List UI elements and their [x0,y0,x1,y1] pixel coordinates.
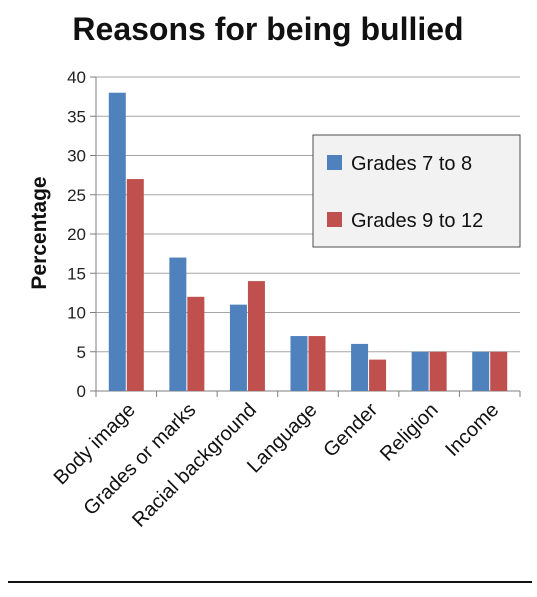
y-tick-label: 30 [67,147,86,166]
legend-label: Grades 9 to 12 [351,210,483,232]
y-tick-label: 35 [67,107,86,126]
x-tick-label: Income [441,399,503,461]
bar-grades-9-to-12 [369,359,387,391]
y-tick-label: 15 [67,264,86,283]
y-tick-label: 25 [67,186,86,205]
y-tick-label: 5 [77,343,86,362]
y-tick-label: 20 [67,225,86,244]
bars [108,92,508,391]
bar-grades-7-to-8 [411,351,429,391]
bar-grades-7-to-8 [351,343,369,391]
bar-grades-9-to-12 [187,296,205,391]
y-tick-labels: 0 5 10 15 20 25 30 35 40 [67,68,86,401]
bar-grades-7-to-8 [108,92,126,391]
bar-grades-7-to-8 [472,351,490,391]
bar-grades-9-to-12 [308,336,326,391]
gridlines [96,76,520,353]
axes [90,76,521,397]
bar-grades-7-to-8 [229,304,247,391]
x-tick-label: Religion [376,399,443,466]
bar-grades-9-to-12 [490,351,508,391]
legend-box [312,134,521,248]
bar-grades-7-to-8 [169,257,187,391]
bar-grades-7-to-8 [290,336,308,391]
x-tick-label: Gender [319,399,382,462]
x-tick-label: Grades or marks [80,399,201,520]
bar-grades-9-to-12 [429,351,447,391]
legend-swatch [327,155,342,170]
y-tick-label: 0 [77,382,86,401]
bar-grades-9-to-12 [247,281,265,391]
y-tick-label: 10 [67,304,86,323]
y-axis-label: Percentage [28,176,51,289]
chart-title: Reasons for being bullied [72,11,463,47]
bar-grades-9-to-12 [126,179,144,391]
legend-label: Grades 7 to 8 [351,153,472,175]
y-tick-label: 40 [67,68,86,87]
legend: Grades 7 to 8 Grades 9 to 12 [312,134,521,248]
legend-swatch [327,212,342,227]
